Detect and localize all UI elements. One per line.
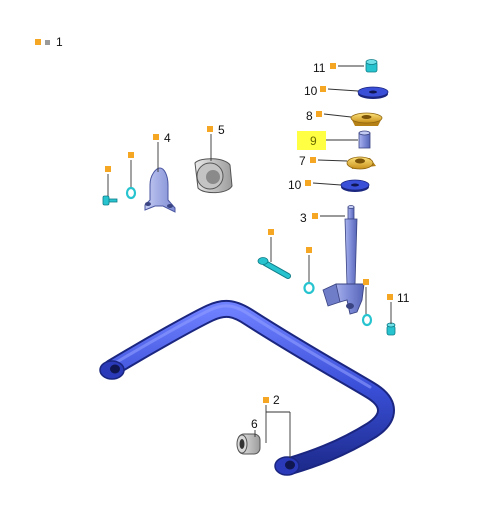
callout-marker [263,397,269,403]
callout-marker [363,279,369,285]
callout-marker [305,180,311,186]
washer-link-left[interactable] [303,281,315,295]
svg-text:11: 11 [397,291,410,305]
lower-gold-bushing[interactable] [346,156,376,170]
callout-2[interactable]: 2 [263,393,291,458]
bolt-left[interactable] [102,195,118,206]
callout-marker [105,166,111,172]
callout-10-bottom[interactable]: 10 [288,178,342,192]
legend-marker-orange [35,39,41,45]
bar-bushing[interactable] [236,433,261,455]
callout-marker [387,294,393,300]
stabilizer-link[interactable] [322,205,365,315]
callout-bolt-left[interactable] [105,166,111,196]
stabilizer-bar[interactable] [99,299,395,476]
callout-11-bottom[interactable]: 11 [387,291,410,324]
callout-washer-link-right[interactable] [363,279,369,314]
callout-9-highlight [297,131,326,150]
callout-11-top[interactable]: 11 [313,61,364,75]
callout-8[interactable]: 8 [306,109,352,123]
washer-left[interactable] [125,186,137,200]
washer-link-right[interactable] [361,313,373,327]
callout-9[interactable]: 9 [310,134,358,148]
callout-marker [306,247,312,253]
bar-right-eye-hole [285,460,295,470]
callout-long-bolt[interactable] [268,229,274,262]
legend-marker-grey [45,40,50,45]
callout-5[interactable]: 5 [207,123,225,161]
callout-marker [153,134,159,140]
callout-10-top[interactable]: 10 [304,84,359,98]
svg-text:3: 3 [300,211,307,225]
callout-4[interactable]: 4 [153,131,171,172]
callout-marker [320,86,326,92]
long-bolt[interactable] [257,257,291,279]
svg-text:6: 6 [251,417,258,431]
svg-text:4: 4 [164,131,171,145]
spacer-sleeve[interactable] [358,130,371,149]
svg-text:10: 10 [304,84,318,98]
upper-washer[interactable] [357,86,389,99]
svg-text:8: 8 [306,109,313,123]
nut-right[interactable] [386,322,396,336]
callout-washer-left[interactable] [128,152,134,187]
callout-marker [310,157,316,163]
callout-marker [128,152,134,158]
bar-left-eye-hole [110,364,120,374]
callout-washer-link-left[interactable] [306,247,312,282]
callout-marker [330,63,336,69]
bracket[interactable] [144,167,176,213]
callout-marker [316,111,322,117]
legend: 1 [35,35,63,49]
callout-marker [207,126,213,132]
upper-gold-bushing[interactable] [350,112,383,126]
lower-washer[interactable] [340,179,370,192]
callout-6[interactable]: 6 [251,417,258,437]
stabilizer-bushing[interactable] [194,158,233,194]
callout-marker [268,229,274,235]
top-nut[interactable] [365,59,378,73]
callout-marker [312,213,318,219]
svg-text:5: 5 [218,123,225,137]
legend-number: 1 [56,35,63,49]
svg-text:2: 2 [273,393,280,407]
svg-text:10: 10 [288,178,302,192]
svg-text:11: 11 [313,61,326,75]
svg-text:9: 9 [310,134,317,148]
callout-7[interactable]: 7 [299,154,348,168]
svg-text:7: 7 [299,154,306,168]
callout-3[interactable]: 3 [300,211,345,225]
